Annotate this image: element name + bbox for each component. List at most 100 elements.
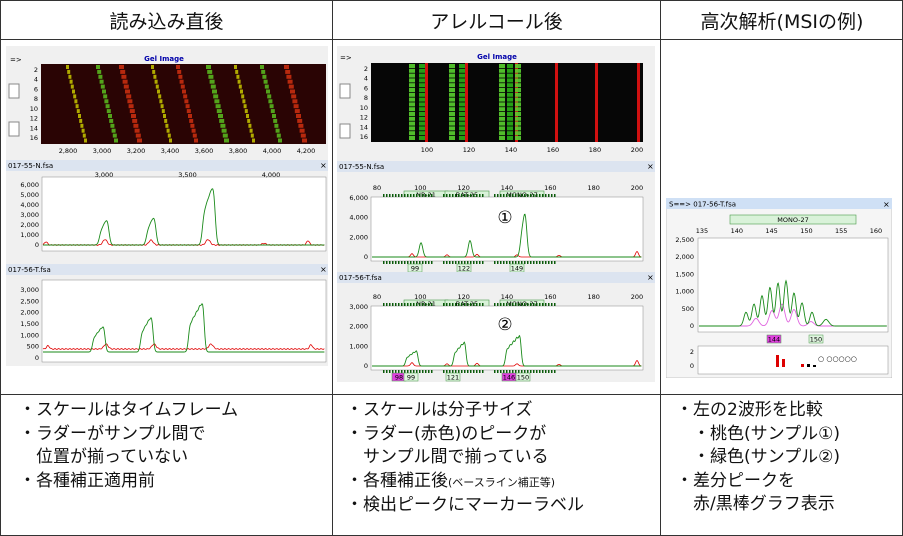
gel-band bbox=[507, 92, 513, 97]
peak-label[interactable] bbox=[403, 372, 419, 382]
peak-tick bbox=[476, 194, 478, 197]
gel-band bbox=[125, 89, 130, 94]
gel-band bbox=[167, 133, 171, 138]
column-title-load: 読み込み直後 bbox=[109, 10, 224, 33]
peak-label-text: 121 bbox=[447, 374, 459, 382]
gel-band bbox=[409, 112, 415, 116]
peak-label[interactable] bbox=[808, 334, 824, 344]
peak-tick bbox=[530, 370, 532, 373]
peak-tick bbox=[461, 303, 463, 306]
gel-band bbox=[276, 133, 281, 138]
peak-tick bbox=[506, 261, 508, 264]
peak-tick bbox=[476, 303, 478, 306]
peak-tick bbox=[512, 194, 514, 197]
note-line: ・各種補正適用前 bbox=[19, 470, 155, 491]
axis-tick-label: 80 bbox=[373, 184, 381, 192]
axis-tick-label: 3,500 bbox=[178, 171, 197, 179]
gel-ladder-band bbox=[595, 63, 598, 142]
close-icon[interactable]: × bbox=[320, 265, 327, 274]
peak-tick bbox=[518, 194, 520, 197]
gel-band bbox=[123, 84, 129, 89]
column-divider bbox=[660, 1, 661, 535]
peak-tick bbox=[494, 303, 496, 306]
gel-band bbox=[274, 123, 279, 128]
gel-slider[interactable] bbox=[8, 121, 20, 137]
peak-tick bbox=[545, 303, 547, 306]
peak-tick bbox=[503, 261, 505, 264]
peak-tick bbox=[458, 261, 460, 264]
peak-label[interactable] bbox=[445, 372, 461, 382]
peak-tick bbox=[524, 370, 526, 373]
gel-band bbox=[248, 123, 252, 128]
svg-text:MONO-27: MONO-27 bbox=[777, 216, 809, 224]
axis-tick-label: 160 bbox=[547, 146, 559, 154]
axis-tick-label: 2,000 bbox=[20, 309, 39, 317]
peak-label[interactable] bbox=[515, 372, 531, 382]
axis-tick-label: 4,200 bbox=[297, 147, 316, 155]
note-line: ・ラダーがサンプル間で bbox=[19, 423, 206, 444]
peak-tick bbox=[548, 370, 550, 373]
axis-tick-label: 2 bbox=[34, 66, 38, 74]
close-icon[interactable]: × bbox=[320, 161, 327, 170]
gel-band bbox=[263, 79, 268, 84]
axis-tick-label: 2 bbox=[364, 65, 368, 73]
gel-band bbox=[409, 68, 415, 73]
gel-band bbox=[102, 89, 106, 94]
peak-label-text: 149 bbox=[511, 265, 523, 273]
peak-tick bbox=[539, 303, 541, 306]
gel-band bbox=[449, 92, 455, 97]
peak-tick bbox=[419, 303, 421, 306]
peak-tick bbox=[449, 370, 451, 373]
peak-tick bbox=[545, 370, 547, 373]
axis-tick-label: 140 bbox=[505, 146, 517, 154]
axis-tick-label: 3,000 bbox=[20, 286, 39, 294]
peak-tick bbox=[500, 261, 502, 264]
axis-tick-label: 120 bbox=[457, 293, 469, 301]
close-icon[interactable]: × bbox=[883, 200, 890, 209]
axis-tick-label: 4,000 bbox=[349, 214, 368, 222]
peak-tick bbox=[398, 370, 400, 373]
gel-band bbox=[409, 83, 415, 88]
gel-band bbox=[419, 112, 425, 116]
axis-tick-label: 0 bbox=[35, 354, 39, 362]
peak-tick bbox=[530, 303, 532, 306]
gel-slider[interactable] bbox=[8, 83, 20, 99]
gel-slider[interactable] bbox=[339, 83, 351, 99]
peak-label[interactable] bbox=[766, 334, 782, 344]
peak-tick bbox=[410, 194, 412, 197]
axis-tick-label: 1,500 bbox=[20, 320, 39, 328]
gel-band bbox=[449, 126, 455, 131]
gel-band bbox=[459, 83, 465, 88]
axis-tick-label: 140 bbox=[501, 293, 513, 301]
peak-tick bbox=[443, 370, 445, 373]
axis-tick-label: 0 bbox=[35, 241, 39, 249]
peak-tick bbox=[506, 303, 508, 306]
axis-tick-label: 0 bbox=[690, 322, 694, 330]
note-line: ・スケールはタイムフレーム bbox=[19, 400, 239, 420]
gel-slider[interactable] bbox=[339, 123, 351, 139]
peak-tick bbox=[527, 370, 529, 373]
gel-band bbox=[74, 99, 78, 104]
gel-band bbox=[81, 128, 85, 133]
close-icon[interactable]: × bbox=[647, 162, 654, 171]
peak-tick bbox=[500, 303, 502, 306]
gel-band bbox=[206, 65, 211, 69]
peak-tick bbox=[473, 261, 475, 264]
gel-band bbox=[249, 128, 253, 133]
gel-band bbox=[188, 114, 192, 118]
peak-tick bbox=[398, 303, 400, 306]
peak-tick bbox=[428, 261, 430, 264]
note-line: ・各種補正後(ベースライン補正等) bbox=[346, 470, 556, 491]
gel-band bbox=[515, 68, 521, 73]
gel-band bbox=[419, 68, 425, 73]
peak-tick bbox=[548, 194, 550, 197]
gel-band bbox=[185, 104, 190, 109]
peak-tick bbox=[494, 370, 496, 373]
peak-circles: ○ ○○○○○ bbox=[818, 355, 857, 363]
peak-tick bbox=[431, 261, 433, 264]
gel-band bbox=[131, 114, 136, 118]
close-icon[interactable]: × bbox=[647, 273, 654, 282]
axis-tick-label: 1,000 bbox=[20, 231, 39, 239]
axis-tick-label: 8 bbox=[364, 94, 368, 102]
peak-tick bbox=[515, 261, 517, 264]
